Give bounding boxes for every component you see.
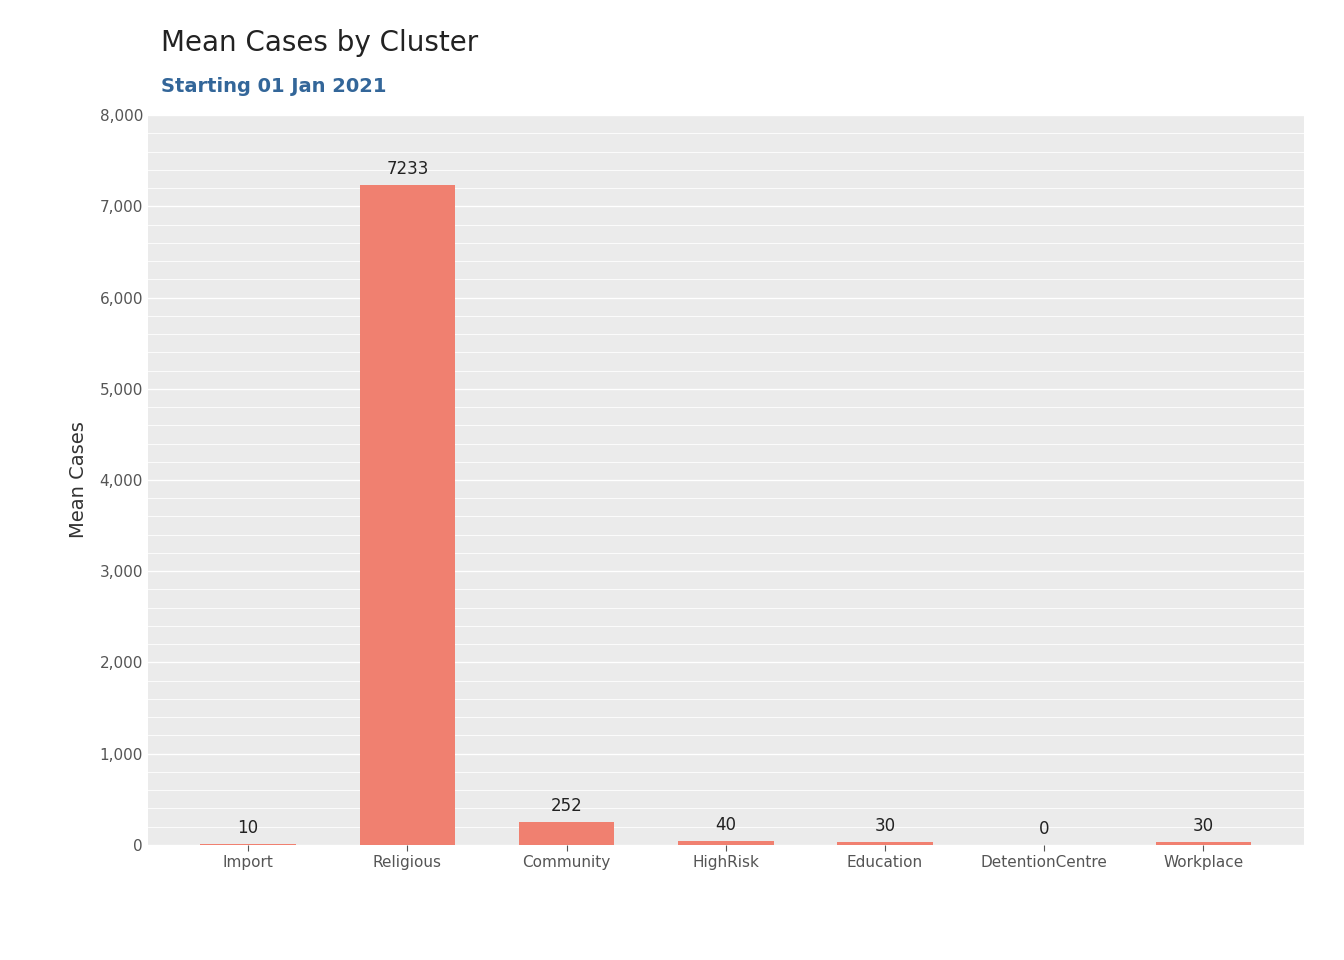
Text: 40: 40	[715, 816, 737, 834]
Text: 7233: 7233	[386, 160, 429, 178]
Text: 30: 30	[875, 817, 895, 835]
Bar	[677, 841, 774, 845]
Bar	[360, 185, 456, 845]
Text: Mean Cases by Cluster: Mean Cases by Cluster	[161, 29, 478, 57]
Text: Starting 01 Jan 2021: Starting 01 Jan 2021	[161, 77, 387, 96]
Text: 252: 252	[551, 797, 582, 814]
Text: 10: 10	[238, 819, 258, 836]
Bar	[837, 842, 933, 845]
Y-axis label: Mean Cases: Mean Cases	[70, 421, 89, 539]
Bar	[519, 822, 614, 845]
Text: 0: 0	[1039, 820, 1050, 837]
Bar	[1156, 842, 1251, 845]
Text: 30: 30	[1193, 817, 1214, 835]
